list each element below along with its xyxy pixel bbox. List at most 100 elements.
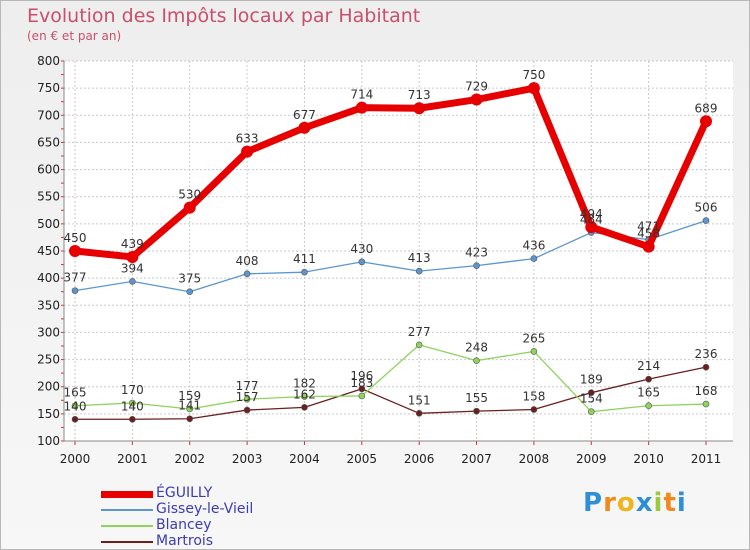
x-tick-label: 2000: [60, 452, 91, 466]
data-label-gissey-le-vieil: 413: [408, 251, 431, 265]
data-point-eguilly: [470, 93, 483, 106]
data-point-blancey: [243, 395, 251, 403]
data-label-blancey: 277: [408, 325, 431, 339]
data-point-martrois: [587, 389, 595, 396]
series-line-blancey: [74, 344, 707, 413]
data-label-blancey: 168: [695, 384, 718, 398]
data-label-gissey-le-vieil: 484: [580, 213, 603, 227]
data-label-eguilly: 713: [408, 88, 431, 102]
x-tick-label: 2008: [519, 452, 550, 466]
legend-label: Gissey-le-Vieil: [156, 501, 254, 517]
data-label-martrois: 140: [121, 399, 144, 413]
data-point-gissey-le-vieil: [415, 267, 423, 275]
y-tick-label: 350: [37, 298, 60, 312]
data-point-blancey: [530, 348, 538, 355]
legend-swatch: [101, 509, 153, 511]
data-point-martrois: [71, 415, 79, 423]
data-label-martrois: 158: [522, 390, 545, 404]
data-label-eguilly: 530: [178, 188, 201, 202]
data-point-gissey-le-vieil: [358, 258, 366, 266]
series-line-eguilly: [74, 84, 710, 261]
data-label-martrois: 155: [465, 391, 488, 405]
legend-label: ÉGUILLY: [156, 485, 213, 501]
data-point-gissey-le-vieil: [186, 288, 194, 296]
y-tick-label: 450: [37, 244, 60, 258]
data-point-gissey-le-vieil: [243, 270, 251, 278]
legend-swatch: [101, 525, 153, 527]
logo-letter: i: [653, 488, 664, 518]
data-point-blancey: [358, 392, 366, 400]
y-tick-label: 400: [37, 271, 60, 285]
logo-letter: r: [603, 488, 617, 518]
data-label-eguilly: 689: [695, 101, 718, 115]
y-tick-label: 650: [37, 135, 60, 149]
data-point-blancey: [645, 402, 652, 410]
data-point-martrois: [645, 375, 652, 383]
logo-letter: i: [676, 488, 687, 518]
y-tick-label: 550: [37, 190, 60, 204]
data-label-eguilly: 450: [64, 231, 87, 245]
data-point-blancey: [71, 402, 79, 410]
data-label-gissey-le-vieil: 506: [695, 201, 718, 215]
y-tick-label: 500: [37, 217, 60, 231]
data-label-blancey: 165: [637, 386, 660, 400]
data-point-eguilly: [585, 221, 598, 234]
data-point-martrois: [301, 404, 308, 411]
x-tick-label: 2001: [117, 452, 148, 466]
data-label-gissey-le-vieil: 430: [350, 242, 373, 256]
data-point-gissey-le-vieil: [301, 268, 308, 276]
data-label-blancey: 265: [522, 331, 545, 345]
data-point-eguilly: [183, 201, 196, 214]
data-label-gissey-le-vieil: 408: [236, 254, 259, 268]
x-tick-label: 2002: [174, 452, 205, 466]
data-point-martrois: [186, 415, 194, 423]
logo-letter: o: [616, 488, 636, 518]
data-label-martrois: 236: [695, 347, 718, 361]
data-label-gissey-le-vieil: 423: [465, 246, 488, 260]
data-label-martrois: 162: [293, 387, 316, 401]
data-label-gissey-le-vieil: 411: [293, 252, 316, 266]
data-label-eguilly: 458: [637, 227, 660, 241]
y-tick-label: 100: [37, 434, 60, 448]
data-point-blancey: [186, 405, 194, 413]
data-label-martrois: 189: [580, 373, 603, 387]
data-point-martrois: [129, 415, 136, 423]
data-label-martrois: 141: [178, 399, 201, 413]
data-label-eguilly: 729: [465, 80, 488, 94]
legend-label: Blancey: [156, 517, 212, 533]
chart-title: Evolution des Impôts locaux par Habitant: [27, 5, 421, 27]
data-label-gissey-le-vieil: 471: [637, 220, 660, 234]
data-label-eguilly: 750: [522, 68, 545, 82]
x-tick-label: 2011: [691, 452, 722, 466]
data-label-martrois: 157: [236, 390, 259, 404]
data-point-blancey: [415, 341, 423, 349]
x-tick-label: 2003: [232, 452, 263, 466]
data-point-gissey-le-vieil: [530, 255, 538, 262]
data-point-eguilly: [700, 115, 712, 128]
data-label-martrois: 214: [637, 359, 660, 373]
data-point-martrois: [702, 363, 710, 371]
data-label-martrois: 196: [350, 369, 373, 383]
logo-letter: t: [663, 488, 677, 518]
data-label-blancey: 248: [465, 341, 488, 355]
data-label-blancey: 182: [293, 376, 316, 390]
logo-letter: x: [635, 488, 654, 518]
data-label-gissey-le-vieil: 375: [178, 272, 201, 286]
data-point-eguilly: [527, 82, 540, 95]
data-label-gissey-le-vieil: 394: [121, 261, 144, 275]
chart-subtitle: (en € et par an): [27, 29, 122, 43]
data-label-blancey: 159: [178, 389, 201, 403]
data-point-eguilly: [69, 245, 81, 257]
data-label-eguilly: 714: [350, 88, 373, 102]
data-label-blancey: 170: [121, 383, 144, 397]
data-label-eguilly: 633: [236, 132, 259, 146]
data-label-gissey-le-vieil: 377: [64, 271, 87, 285]
y-tick-label: 750: [37, 81, 60, 95]
y-tick-label: 700: [37, 108, 60, 122]
y-tick-label: 250: [37, 353, 60, 367]
x-tick-label: 2004: [289, 452, 320, 466]
data-label-blancey: 177: [236, 379, 259, 393]
legend-swatch: [101, 490, 153, 498]
